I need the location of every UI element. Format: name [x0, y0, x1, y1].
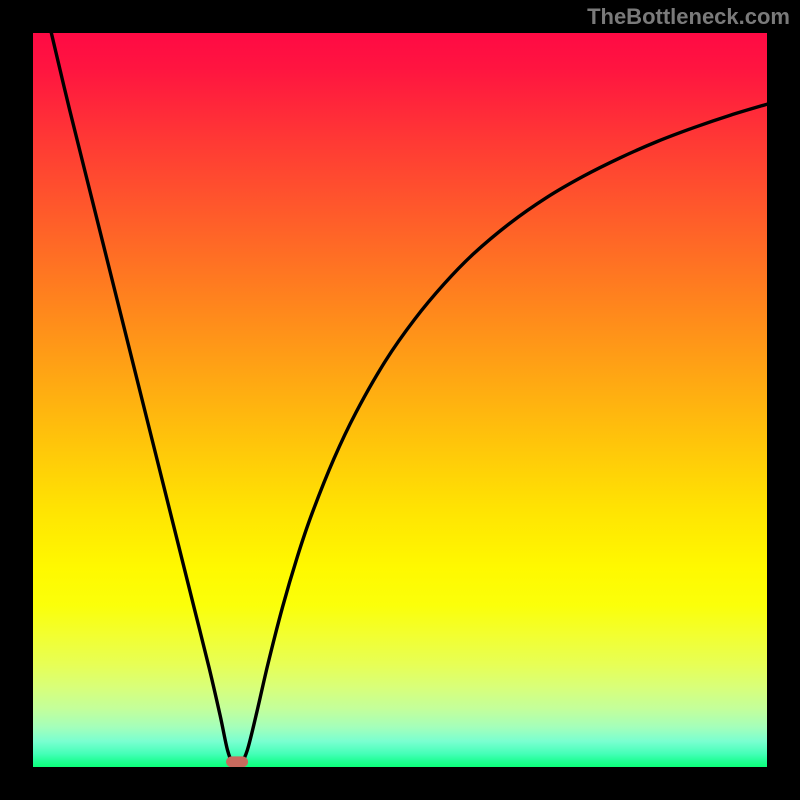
optimal-point-marker — [226, 756, 248, 767]
watermark-text: TheBottleneck.com — [587, 4, 790, 30]
bottleneck-chart — [33, 33, 767, 767]
chart-container: TheBottleneck.com — [0, 0, 800, 800]
